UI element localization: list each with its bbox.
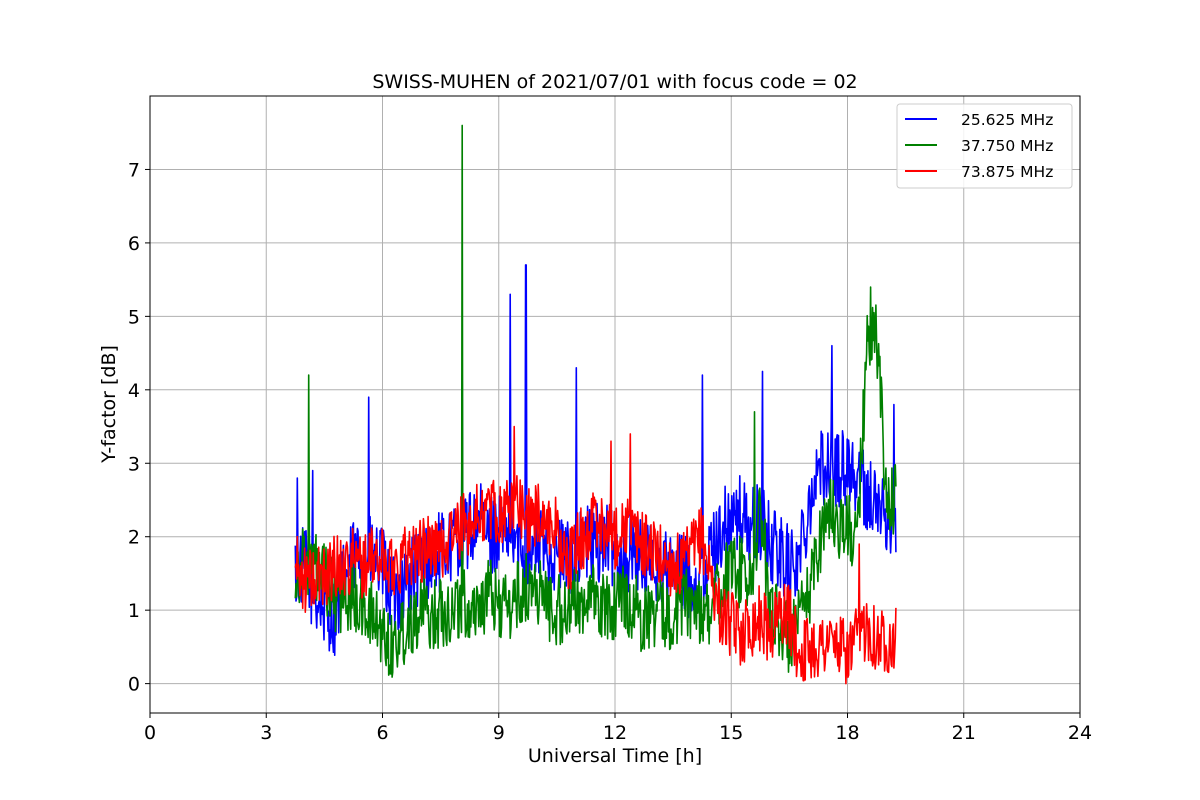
x-tick-label: 12	[603, 722, 627, 744]
x-tick-label: 0	[144, 722, 156, 744]
x-axis-label: Universal Time [h]	[528, 745, 702, 767]
legend-label-series-1: 25.625 MHz	[961, 111, 1053, 129]
legend-label-series-2: 37.750 MHz	[961, 137, 1053, 155]
series-line-3	[294, 425, 897, 685]
x-tick-label: 3	[260, 722, 272, 744]
x-tick-label: 15	[719, 722, 743, 744]
legend: 25.625 MHz 37.750 MHz 73.875 MHz	[896, 103, 1073, 189]
series-line-1	[294, 264, 897, 657]
y-tick-label: 4	[128, 380, 140, 402]
legend-label-series-3: 73.875 MHz	[961, 163, 1053, 181]
x-tick-label: 21	[952, 722, 976, 744]
y-axis-ticks: 0 1 2 3 4 5 6 7	[128, 159, 150, 696]
series-layer	[294, 124, 897, 685]
y-tick-label: 6	[128, 233, 140, 255]
y-tick-label: 1	[128, 600, 140, 622]
y-tick-label: 2	[128, 527, 140, 549]
chart-title: SWISS-MUHEN of 2021/07/01 with focus cod…	[372, 71, 857, 93]
x-tick-label: 6	[376, 722, 388, 744]
y-tick-label: 3	[128, 453, 140, 475]
x-tick-label: 18	[835, 722, 859, 744]
x-tick-label: 9	[493, 722, 505, 744]
y-tick-label: 7	[128, 159, 140, 181]
y-axis-label: Y-factor [dB]	[98, 345, 120, 464]
x-tick-label: 24	[1068, 722, 1092, 744]
y-tick-label: 0	[128, 674, 140, 696]
y-tick-label: 5	[128, 306, 140, 328]
legend-box	[896, 103, 1073, 189]
x-axis-ticks: 0 3 6 9 12 15 18 21 24	[144, 713, 1092, 744]
series-line-2	[294, 124, 897, 678]
